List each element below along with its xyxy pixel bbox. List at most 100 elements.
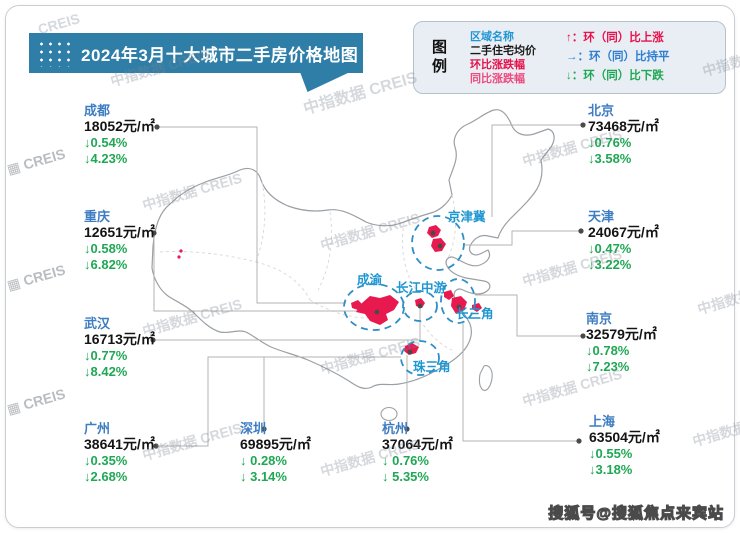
- city-callout-nanjing: 南京 32579元/㎡ ↓0.78% ↓7.23%: [586, 311, 657, 375]
- hot-regions-red: [177, 225, 482, 355]
- city-name: 广州: [84, 421, 111, 436]
- city-name: 武汉: [84, 316, 111, 331]
- city-name: 北京: [588, 103, 615, 118]
- region-circles: [343, 215, 476, 376]
- city-yoy: ↓ 5.35%: [382, 469, 429, 484]
- connector-tianjin: [463, 230, 581, 246]
- city-mom: ↓0.58%: [84, 241, 128, 256]
- city-yoy: ↓7.23%: [586, 359, 630, 374]
- city-price: 63504元/㎡: [589, 429, 660, 445]
- dot-guangzhou-callout: [153, 443, 159, 449]
- region-label-changjiang: 长江中游: [396, 281, 447, 295]
- legend-title: 图例: [432, 38, 448, 75]
- province-borders: [159, 181, 456, 351]
- region-label-jingjinji: 京津冀: [448, 210, 486, 224]
- hainan-island: [380, 406, 398, 422]
- city-name: 南京: [586, 311, 613, 326]
- red-region-yrd-1: [444, 290, 454, 300]
- city-callout-shenzhen: 深圳 69895元/㎡ ↓ 0.28% ↓ 3.14%: [240, 421, 311, 485]
- city-mom: ↓0.55%: [589, 446, 633, 461]
- sohu-account-badge: 搜狐号@搜狐焦点来宾站: [548, 504, 724, 522]
- connector-nanjing: [475, 294, 583, 337]
- connector-beijing: [491, 124, 583, 217]
- city-price: 73468元/㎡: [588, 118, 659, 134]
- connector-shanghai: [462, 323, 579, 442]
- region-circle-zhusanjiao: [400, 340, 440, 376]
- legend-flat-arrow-item: →：环（同）比持平: [566, 51, 670, 63]
- city-callout-wuhan: 武汉 16713元/㎡ ↓0.77% ↓8.42%: [84, 316, 155, 380]
- legend-avg-price-label: 二手住宅均价: [470, 44, 536, 57]
- city-name: 重庆: [84, 209, 111, 224]
- dot-hangzhou-callout: [404, 426, 410, 432]
- city-mom: ↓0.54%: [84, 135, 128, 150]
- legend-up-arrow-item: ↑：环（同）比上涨: [566, 32, 664, 44]
- title-banner: 2024年3月十大城市二手房价格地图: [29, 33, 363, 73]
- city-callout-hangzhou: 杭州 37064元/㎡ ↓ 0.76% ↓ 5.35%: [382, 421, 453, 485]
- legend-field-labels: 区域名称 二手住宅均价 环比涨跌幅 同比涨跌幅: [470, 30, 556, 86]
- connector-guangzhou: [156, 356, 401, 447]
- region-label-zhusanjiao: 珠三角: [413, 360, 451, 374]
- red-region-wuhan: [415, 298, 425, 308]
- city-name: 天津: [588, 209, 615, 224]
- city-name: 杭州: [382, 421, 409, 436]
- dot-map-beijing: [430, 230, 436, 236]
- city-mom: ↓0.47%: [588, 241, 632, 256]
- dot-wuhan-callout: [150, 337, 156, 343]
- city-mom: ↓0.35%: [84, 453, 128, 468]
- city-name: 深圳: [240, 421, 267, 436]
- legend-box: 图例 区域名称 二手住宅均价 环比涨跌幅 同比涨跌幅 ↑：环（同）比上涨 →：环…: [413, 21, 726, 94]
- city-price: 12651元/㎡: [84, 224, 155, 240]
- legend-down-arrow-item: ↓：环（同）比下跌: [566, 70, 664, 82]
- region-circle-jingjinji: [411, 215, 465, 271]
- city-yoy: ↓3.18%: [589, 462, 633, 477]
- page-title: 2024年3月十大城市二手房价格地图: [81, 45, 359, 65]
- city-price: 37064元/㎡: [382, 436, 453, 452]
- city-callout-guangzhou: 广州 38641元/㎡ ↓0.35% ↓2.68%: [84, 421, 155, 485]
- region-circle-changsanjiao: [440, 278, 476, 324]
- legend-region-name-label: 区域名称: [470, 30, 514, 43]
- dot-map-prd: [407, 349, 413, 355]
- dot-tianjin-callout: [578, 228, 584, 234]
- city-callout-chongqing: 重庆 12651元/㎡ ↓0.58% ↓6.82%: [84, 209, 155, 273]
- region-circle-chengyu: [343, 283, 405, 331]
- region-label-chengyu: 成渝: [357, 273, 383, 287]
- city-mom: ↓0.77%: [84, 348, 128, 363]
- city-yoy: ↓3.22%: [588, 257, 632, 272]
- dot-map-wuhan: [417, 303, 423, 309]
- dot-beijing-callout: [580, 122, 586, 128]
- city-callout-beijing: 北京 73468元/㎡ ↓0.76% ↓3.58%: [588, 103, 659, 167]
- city-price: 32579元/㎡: [586, 326, 657, 342]
- city-price: 38641元/㎡: [84, 436, 155, 452]
- dot-chengdu-callout: [154, 124, 160, 130]
- callout-connectors: [153, 124, 583, 447]
- region-label-changsanjiao: 长三角: [456, 307, 494, 321]
- city-mom: ↓ 0.76%: [382, 453, 429, 468]
- city-yoy: ↓8.42%: [84, 364, 128, 379]
- china-outline: [151, 109, 555, 390]
- taiwan-island: [478, 365, 493, 391]
- city-yoy: ↓4.23%: [84, 151, 128, 166]
- connector-wuhan: [153, 306, 421, 341]
- dot-map-yrd: [456, 304, 462, 310]
- legend-arrow-key: ↑：环（同）比上涨 →：环（同）比持平 ↓：环（同）比下跌: [566, 29, 717, 86]
- connector-chongqing: [153, 233, 372, 312]
- anchor-dots: [150, 122, 586, 449]
- city-yoy: ↓6.82%: [84, 257, 128, 272]
- city-callout-tianjin: 天津 24067元/㎡ ↓0.47% ↓3.22%: [588, 209, 659, 273]
- banner-dot-pattern: [36, 39, 74, 67]
- city-name: 上海: [589, 414, 616, 429]
- city-name: 成都: [84, 103, 111, 118]
- dot-nanjing-callout: [580, 333, 586, 339]
- dot-map-chongqing: [374, 309, 380, 315]
- city-mom: ↓ 0.28%: [240, 453, 287, 468]
- city-callout-shanghai: 上海 63504元/㎡ ↓0.55% ↓3.18%: [589, 414, 660, 478]
- city-price: 69895元/㎡: [240, 436, 311, 452]
- city-yoy: ↓3.58%: [588, 151, 632, 166]
- city-callout-chengdu: 成都 18052元/㎡ ↓0.54% ↓4.23%: [84, 103, 155, 167]
- city-price: 24067元/㎡: [588, 224, 659, 240]
- city-mom: ↓0.76%: [588, 135, 632, 150]
- dot-map-tianjin: [437, 243, 443, 249]
- legend-mom-change-label: 环比涨跌幅: [470, 58, 525, 71]
- city-price: 18052元/㎡: [84, 118, 155, 134]
